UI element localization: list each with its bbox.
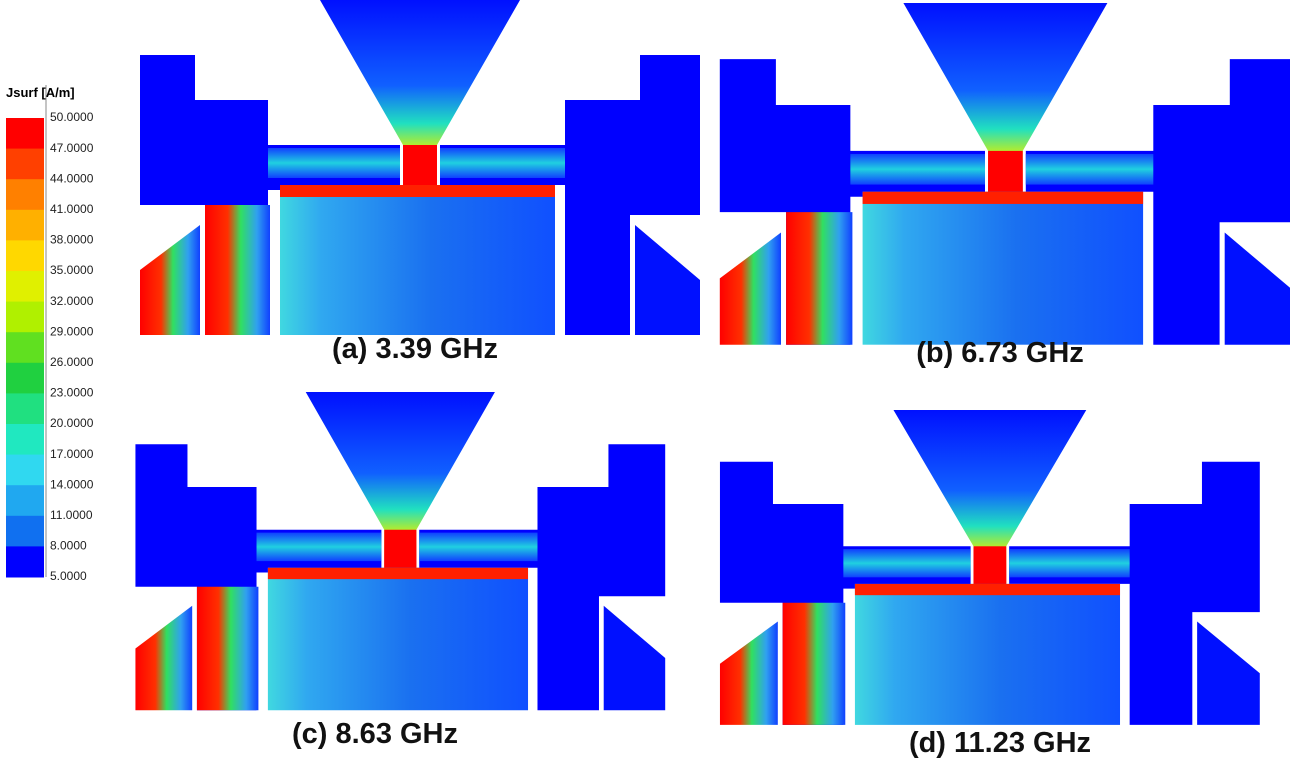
- legend-title: Jsurf [A/m]: [6, 85, 75, 100]
- caption: (d) 11.23 GHz: [909, 727, 1091, 759]
- legend-label: 26.0000: [50, 355, 94, 369]
- antenna-d: [719, 410, 1260, 725]
- caption: (b) 6.73 GHz: [916, 337, 1084, 369]
- legend-swatch: [6, 271, 44, 303]
- legend-swatch: [6, 209, 44, 241]
- legend-swatch: [6, 301, 44, 333]
- antenna-c: [135, 392, 666, 711]
- legend-label: 14.0000: [50, 477, 94, 491]
- antenna-a: [140, 0, 700, 335]
- legend-label: 23.0000: [50, 386, 94, 400]
- legend-label: 47.0000: [50, 141, 94, 155]
- legend-label: 5.0000: [50, 569, 87, 583]
- legend-swatch: [6, 485, 44, 517]
- legend-label: 44.0000: [50, 171, 94, 185]
- legend-swatch: [6, 118, 44, 150]
- legend-label: 17.0000: [50, 447, 94, 461]
- legend-label: 29.0000: [50, 324, 94, 338]
- legend-label: 11.0000: [50, 508, 93, 522]
- legend: Jsurf [A/m] 50.0000 47.0000 44.0000 41.0000…: [6, 85, 94, 583]
- legend-label: 38.0000: [50, 233, 94, 247]
- legend-label: 20.0000: [50, 416, 94, 430]
- legend-swatch: [6, 454, 44, 486]
- legend-swatch: [6, 393, 44, 425]
- legend-label: 32.0000: [50, 294, 94, 308]
- legend-swatch: [6, 424, 44, 456]
- legend-swatch: [6, 332, 44, 364]
- legend-swatch: [6, 515, 44, 547]
- antenna-b: [719, 3, 1290, 345]
- legend-label: 35.0000: [50, 263, 94, 277]
- caption: (a) 3.39 GHz: [332, 333, 498, 365]
- legend-swatch: [6, 240, 44, 272]
- legend-label: 50.0000: [50, 110, 94, 124]
- legend-swatch: [6, 546, 44, 578]
- legend-scale: 50.0000 47.0000 44.0000 41.0000 38.0000 35.00…: [6, 85, 94, 583]
- legend-swatch: [6, 362, 44, 394]
- legend-label: 8.0000: [50, 539, 87, 553]
- legend-swatch: [6, 148, 44, 180]
- caption: (c) 8.63 GHz: [292, 718, 458, 750]
- legend-swatch: [6, 179, 44, 211]
- legend-label: 41.0000: [50, 202, 94, 216]
